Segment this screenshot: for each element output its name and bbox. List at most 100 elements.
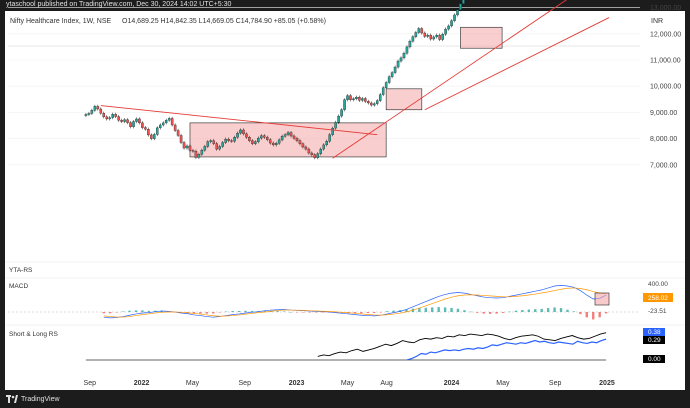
rs-value-badge (643, 328, 665, 336)
candle-body (99, 108, 103, 114)
macd-histogram-bar (469, 311, 473, 313)
short-long-rs-pane: Short & Long RS 0.380.29 0.00 (9, 328, 665, 363)
macd-histogram-bar (109, 312, 112, 314)
candle-body (301, 143, 305, 148)
macd-histogram-bar (566, 309, 569, 312)
candle-body (349, 95, 352, 100)
candle-body (236, 132, 239, 138)
macd-histogram-bar (205, 312, 209, 314)
candle-body (161, 122, 165, 126)
macd-histogram-bar (476, 312, 479, 313)
candle-body (251, 140, 254, 144)
macd-histogram-bar (115, 312, 118, 313)
x-tick-label: May (186, 380, 200, 387)
candle-body (263, 135, 266, 138)
trendline (332, 0, 567, 159)
macd-histogram-bar (315, 312, 318, 313)
candle-body (358, 97, 361, 101)
candle-body (108, 117, 111, 120)
macd-histogram-bar (102, 312, 105, 314)
macd-histogram-bar (199, 312, 202, 314)
trendline (424, 17, 610, 111)
candle-body (271, 142, 275, 146)
candle-body (182, 142, 186, 149)
candle-body (141, 122, 144, 128)
macd-histogram-bar (534, 309, 537, 312)
macd-histogram-bar (418, 308, 421, 312)
macd-histogram-bar (141, 310, 144, 312)
tradingview-logo-icon (6, 395, 18, 403)
candle-body (399, 57, 403, 62)
macd-histogram-bar (385, 311, 389, 312)
candle-body (144, 127, 147, 130)
price-tick-label: 10,000.00 (650, 84, 681, 91)
macd-histogram-bar (572, 311, 576, 312)
x-axis[interactable]: Sep 2022 May Sep 2023 May Aug 2024 May Sep 2025 (84, 380, 615, 387)
footer-bar: TradingView (0, 390, 690, 408)
candle-body (361, 98, 364, 101)
candle-body (429, 34, 432, 40)
macd-histogram-bar (405, 309, 408, 312)
macd-histogram-bar (147, 310, 151, 312)
macd-histogram-bar (443, 307, 447, 312)
macd-histogram-bar (482, 312, 485, 314)
macd-histogram-bar (212, 312, 215, 314)
macd-line (103, 284, 607, 319)
macd-histogram-bar (559, 308, 563, 312)
candle-body (441, 34, 444, 40)
candle-body (343, 99, 346, 110)
candle-body (295, 138, 299, 141)
x-tick-label: 2025 (599, 380, 615, 387)
x-tick-label: 2023 (289, 380, 305, 387)
candle-body (147, 129, 150, 136)
candle-body (438, 34, 441, 40)
candle-body (268, 139, 272, 144)
candle-body (286, 132, 290, 135)
candle-body (346, 95, 349, 100)
candle-body (378, 94, 382, 101)
macd-value-label: -23.51 (648, 308, 667, 315)
price-tick-label: 13,000.00 (650, 5, 681, 12)
long-rs-line (406, 338, 607, 361)
macd-histogram-bar (508, 311, 511, 313)
macd-histogram-bar (598, 312, 601, 318)
candle-body (239, 129, 242, 134)
macd-histogram-bar (224, 311, 228, 313)
candle-body (206, 141, 210, 147)
macd-histogram-bar (250, 310, 254, 312)
macd-histogram-bar (134, 310, 138, 312)
candle-body (150, 134, 153, 139)
candle-body (370, 102, 373, 106)
main-price-pane: 15,000.0014,000.0013,000.0012,000.0011,0… (5, 0, 685, 326)
candle-body (221, 142, 224, 147)
candle-body (209, 140, 213, 142)
short-rs-line (317, 332, 607, 357)
candle-body (453, 14, 456, 21)
macd-histogram-bar (276, 311, 279, 312)
candle-body (310, 152, 314, 155)
candle-body (87, 113, 91, 115)
macd-value-label: 400.00 (648, 281, 668, 288)
macd-histogram-bar (289, 312, 292, 313)
candle-body (283, 134, 287, 137)
footer-brand-label: TradingView (21, 395, 60, 403)
trendline (100, 105, 378, 136)
macd-histogram-bar (353, 312, 357, 314)
candle-body (84, 114, 88, 116)
price-tick-label: 12,000.00 (650, 31, 681, 38)
macd-histogram-bar (373, 312, 376, 313)
candle-body (450, 20, 453, 27)
candle-body (304, 146, 308, 150)
macd-histogram-bar (231, 311, 234, 312)
macd-value-badge (643, 293, 673, 302)
macd-histogram-bar (495, 312, 498, 314)
candle-body (426, 34, 430, 37)
candle-body (105, 116, 109, 120)
price-tick-label: 9,000.00 (650, 110, 677, 117)
x-tick-label: May (341, 380, 355, 387)
rs-value-label: 0.38 (648, 329, 661, 336)
tradingview-brand[interactable]: TradingView (6, 395, 60, 403)
candle-body (322, 144, 325, 150)
macd-histogram-bar (392, 310, 395, 312)
